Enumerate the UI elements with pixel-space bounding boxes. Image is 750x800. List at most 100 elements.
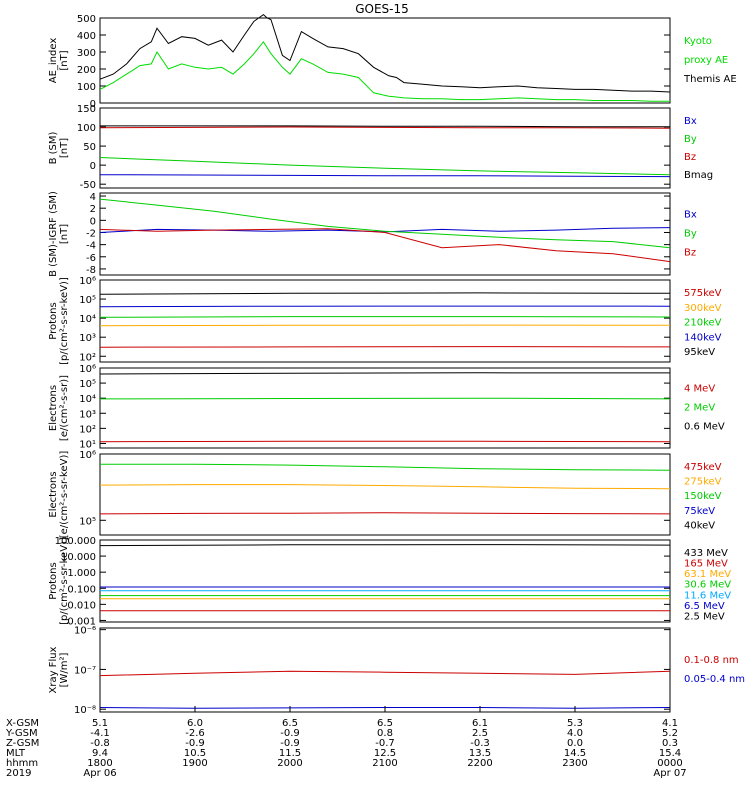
figure-title: GOES-15 xyxy=(355,2,409,16)
y-tick-label: 400 xyxy=(77,31,96,42)
legend-entry: 475keV xyxy=(684,462,722,473)
y-tick-label: 1.000 xyxy=(67,568,96,579)
series-line-bmag xyxy=(100,125,670,128)
series-line-475kev xyxy=(99,512,671,515)
x-row-label: MLT xyxy=(6,748,26,759)
y-axis-label: B (SM) xyxy=(48,131,59,164)
x-row-value: 2200 xyxy=(467,758,492,769)
panel-frame xyxy=(99,453,671,536)
y-tick-label: 100.000 xyxy=(55,536,96,547)
y-tick-label: -2 xyxy=(86,228,96,239)
y-tick-label: 10⁻⁸ xyxy=(74,705,96,716)
x-row-value: 9.4 xyxy=(92,748,108,759)
x-row-value: -0.9 xyxy=(280,738,300,749)
x-row-label: Y-GSM xyxy=(5,728,38,739)
legend-entry: proxy AE xyxy=(684,55,728,66)
y-tick-label: 100 xyxy=(77,123,96,134)
legend-entry: 11.6 MeV xyxy=(684,590,731,601)
series-line-150kev xyxy=(100,463,671,471)
legend-entry: Kyoto xyxy=(684,36,712,47)
x-row-value: 2300 xyxy=(562,758,587,769)
x-row-value: 4.0 xyxy=(567,728,583,739)
y-tick-label: 0 xyxy=(90,161,96,172)
panel-frame xyxy=(99,627,671,713)
legend-entry: Bz xyxy=(684,248,696,259)
legend-entry: 4 MeV xyxy=(684,384,715,395)
y-tick-label: -4 xyxy=(86,241,96,252)
legend-entry: 30.6 MeV xyxy=(684,580,731,591)
legend-entry: 2 MeV xyxy=(684,403,715,414)
y-axis-label: Xray Flux xyxy=(48,646,59,693)
y-tick-label: 10.000 xyxy=(61,552,96,563)
panel-frame xyxy=(99,367,671,449)
legend-entry: Bz xyxy=(684,152,696,163)
x-row-value: 0.3 xyxy=(662,738,678,749)
y-tick-label: 500 xyxy=(77,14,96,25)
y-tick-label: 10³ xyxy=(79,409,96,420)
y-tick-label: 10⁻⁶ xyxy=(74,626,96,637)
x-row-label: Z-GSM xyxy=(6,738,39,749)
series-line-0-6-mev xyxy=(99,372,671,375)
y-tick-label: 10⁴ xyxy=(79,394,96,405)
legend-entry: 75keV xyxy=(684,506,715,517)
y-tick-label: 300 xyxy=(77,48,96,59)
y-axis-label: [p/(cm²-s-sr-keV)] xyxy=(59,277,70,365)
x-row-value: 5.1 xyxy=(92,718,108,729)
x-row-value: 0.0 xyxy=(567,738,583,749)
x-row-value: -0.3 xyxy=(470,738,490,749)
y-axis-label: Electrons xyxy=(48,471,59,517)
legend-entry: 275keV xyxy=(684,477,722,488)
legend-entry: Themis AE xyxy=(683,74,737,85)
panel-frame xyxy=(99,107,671,189)
legend-entry: 150keV xyxy=(684,491,722,502)
x-row-value: 2.5 xyxy=(472,728,488,739)
y-tick-label: 10¹ xyxy=(79,439,96,450)
series-line-kyoto-proxy-ae xyxy=(99,40,670,102)
y-tick-label: 200 xyxy=(77,65,96,76)
y-tick-label: 10⁶ xyxy=(79,450,96,461)
x-row-value: 5.2 xyxy=(662,728,678,739)
legend-entry: 40keV xyxy=(684,520,715,531)
y-tick-label: 2 xyxy=(90,204,96,215)
series-line-210kev xyxy=(99,316,671,318)
series-line-bx xyxy=(99,174,671,178)
y-tick-label: 10⁶ xyxy=(79,364,96,375)
series-line-2-mev xyxy=(99,397,671,400)
y-tick-label: 10³ xyxy=(79,333,96,344)
x-row-value: 2100 xyxy=(372,758,397,769)
y-axis-label: Protons xyxy=(48,302,59,339)
legend-entry: Bx xyxy=(684,116,697,127)
y-axis-label: [p/(cm²-s-sr-keV)] xyxy=(59,537,70,625)
y-tick-label: 4 xyxy=(90,192,96,203)
legend-entry: 433 MeV xyxy=(684,548,728,559)
series-line-275kev xyxy=(99,484,671,490)
series-line-by xyxy=(99,157,671,176)
y-axis-label: [nT] xyxy=(59,224,70,244)
x-row-value: 1800 xyxy=(87,758,112,769)
panel-frame xyxy=(99,17,671,104)
x-row-value: 14.5 xyxy=(564,748,586,759)
x-row-value: 6.5 xyxy=(377,718,393,729)
panel-protons2: 0.001 0.010 0.100 1.000 10.000 100.000 Protons… xyxy=(48,536,731,627)
legend-entry: 300keV xyxy=(684,303,722,314)
y-axis-label: [nT] xyxy=(59,138,70,158)
y-tick-label: 100 xyxy=(77,82,96,93)
legend-entry: 0.05-0.4 nm xyxy=(684,674,745,685)
legend-entry: By xyxy=(684,134,697,145)
x-row-value: 6.5 xyxy=(282,718,298,729)
series-line-300kev xyxy=(99,324,671,327)
x-row-value: 4.1 xyxy=(662,718,678,729)
x-row-value: -0.8 xyxy=(90,738,110,749)
x-row-value: 0.8 xyxy=(377,728,393,739)
x-row-label: X-GSM xyxy=(6,718,39,729)
series-line-0-1-0-8-nm xyxy=(99,670,671,677)
y-tick-label: -6 xyxy=(86,253,96,264)
y-axis-label: [e/(cm²-s-sr-keV)] xyxy=(59,451,70,539)
y-tick-label: 0.100 xyxy=(67,584,96,595)
y-tick-label: 0.010 xyxy=(67,600,96,611)
y-axis-label: AE_index xyxy=(48,38,59,84)
y-tick-label: 10⁵ xyxy=(79,516,96,527)
y-axis-label: Protons xyxy=(48,562,59,599)
